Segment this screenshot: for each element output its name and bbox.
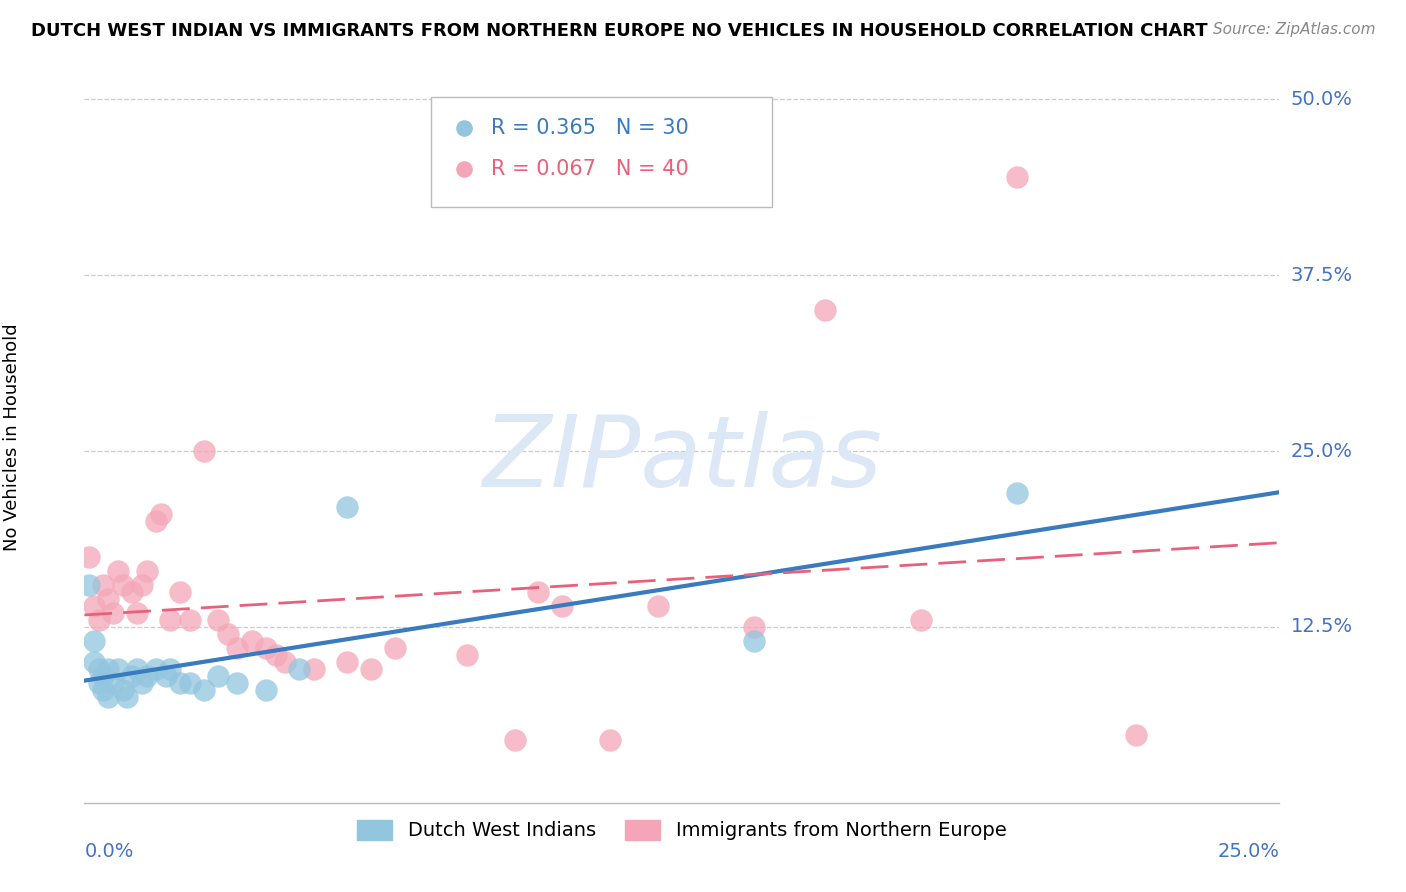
Point [101,676,124,690]
Point [742,634,765,648]
Point [121,669,143,683]
Text: 50.0%: 50.0% [1291,90,1353,109]
Point [145,662,167,676]
Point [742,620,765,634]
Point [169,584,191,599]
Point [360,662,382,676]
Point [1005,486,1028,500]
Point [226,676,249,690]
Point [254,683,277,698]
Point [1125,728,1147,742]
Point [125,606,148,620]
Point [193,683,215,698]
Point [77,578,100,592]
Point [336,655,359,669]
Point [503,732,526,747]
Point [274,655,297,669]
Point [121,584,143,599]
Point [131,676,153,690]
Point [117,690,139,705]
Point [111,683,134,698]
Point [125,662,148,676]
Point [527,584,550,599]
Point [83,634,105,648]
Text: Source: ZipAtlas.com: Source: ZipAtlas.com [1212,22,1375,37]
Point [111,578,134,592]
Point [207,613,229,627]
Text: 37.5%: 37.5% [1291,266,1353,285]
Point [1005,169,1028,184]
Text: R = 0.067   N = 40: R = 0.067 N = 40 [491,159,689,178]
Point [97,591,120,606]
Point [910,613,932,627]
Point [97,662,120,676]
Text: 12.5%: 12.5% [1291,617,1353,637]
Point [179,613,201,627]
Point [107,662,129,676]
Point [145,515,167,529]
Point [87,662,110,676]
Point [97,690,120,705]
Point [93,669,115,683]
Point [207,669,229,683]
Text: 25.0%: 25.0% [1291,442,1353,460]
Point [93,683,115,698]
Point [159,662,181,676]
Point [155,669,177,683]
Point [169,676,191,690]
Point [107,564,129,578]
Point [83,655,105,669]
Point [551,599,574,613]
FancyBboxPatch shape [432,97,772,207]
Point [302,662,325,676]
Text: R = 0.365   N = 30: R = 0.365 N = 30 [491,119,689,138]
Point [135,669,157,683]
Point [101,606,124,620]
Point [599,732,621,747]
Point [149,508,172,522]
Point [384,641,406,656]
Point [93,578,115,592]
Text: 0.0%: 0.0% [84,842,134,861]
Point [264,648,287,662]
Point [87,613,110,627]
Point [226,641,249,656]
Point [254,641,277,656]
Point [131,578,153,592]
Point [179,676,201,690]
Text: ZIPatlas: ZIPatlas [482,410,882,508]
Text: No Vehicles in Household: No Vehicles in Household [3,323,21,551]
Point [288,662,311,676]
Point [159,613,181,627]
Point [77,549,100,564]
Point [814,303,837,318]
Point [217,627,239,641]
Point [336,500,359,515]
Point [240,634,263,648]
Point [135,564,157,578]
Point [193,444,215,458]
Text: DUTCH WEST INDIAN VS IMMIGRANTS FROM NORTHERN EUROPE NO VEHICLES IN HOUSEHOLD CO: DUTCH WEST INDIAN VS IMMIGRANTS FROM NOR… [31,22,1208,40]
Point [647,599,669,613]
Legend: Dutch West Indians, Immigrants from Northern Europe: Dutch West Indians, Immigrants from Nort… [350,812,1014,848]
Point [456,648,478,662]
Point [87,676,110,690]
Text: 25.0%: 25.0% [1218,842,1279,861]
Point [83,599,105,613]
